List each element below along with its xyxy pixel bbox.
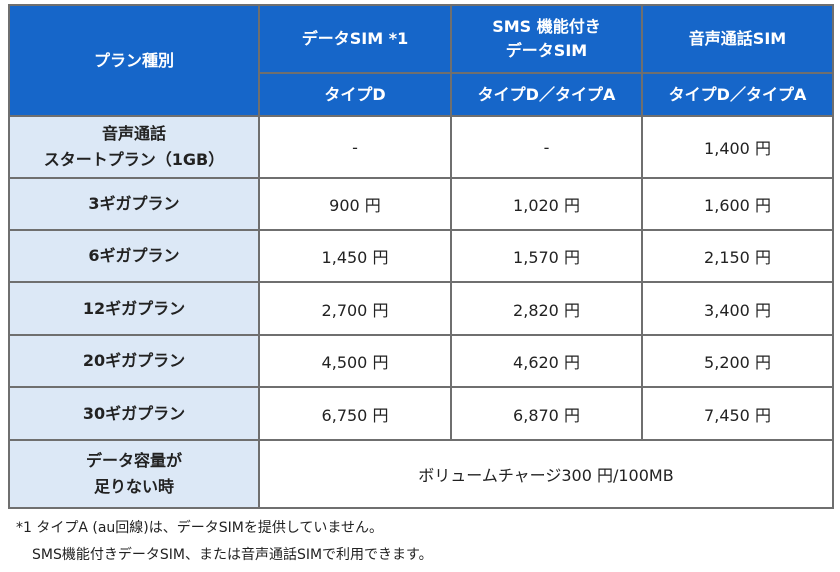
voice-sim-price: 3,400 円 [641, 281, 834, 336]
plan-label-line2: スタートプラン（1GB） [43, 150, 225, 169]
data-sim-price: 900 円 [258, 177, 452, 231]
data-sim-type: タイプD [258, 72, 452, 117]
plan-label-line1: 音声通話 [101, 124, 166, 143]
sms-data-sim-price: 1,020 円 [450, 177, 643, 231]
shortage-label: データ容量が 足りない時 [8, 439, 260, 509]
footnote-line2: SMS機能付きデータSIM、または音声通話SIMで利用できます。 [32, 547, 433, 563]
voice-sim-price: 1,600 円 [641, 177, 834, 231]
sms-data-sim-type: タイプD／タイプA [450, 72, 643, 117]
voice-sim-header: 音声通話SIM [641, 4, 834, 74]
table-row: 30ギガプラン 6,750 円 6,870 円 7,450 円 [8, 386, 834, 441]
sms-header-line1: SMS 機能付き [492, 17, 601, 36]
volume-charge: ボリュームチャージ300 円/100MB [258, 439, 834, 509]
table-row: 6ギガプラン 1,450 円 1,570 円 2,150 円 [8, 229, 834, 283]
table-row: 12ギガプラン 2,700 円 2,820 円 3,400 円 [8, 281, 834, 336]
sms-header-line2: データSIM [505, 41, 588, 60]
plan-label: 音声通話 スタートプラン（1GB） [8, 115, 260, 179]
table-row: 20ギガプラン 4,500 円 4,620 円 5,200 円 [8, 334, 834, 388]
plan-label: 12ギガプラン [8, 281, 260, 336]
sms-data-sim-price: 2,820 円 [450, 281, 643, 336]
voice-sim-header-text: 音声通話SIM [688, 29, 787, 48]
data-sim-price: 1,450 円 [258, 229, 452, 283]
table-row: 3ギガプラン 900 円 1,020 円 1,600 円 [8, 177, 834, 231]
voice-sim-price: 2,150 円 [641, 229, 834, 283]
sms-data-sim-price: 4,620 円 [450, 334, 643, 388]
data-sim-header: データSIM *1 [258, 4, 452, 74]
table-row: 音声通話 スタートプラン（1GB） - - 1,400 円 [8, 115, 834, 179]
data-sim-price: - [258, 115, 452, 179]
data-sim-price: 4,500 円 [258, 334, 452, 388]
footnote-line1: *1 タイプA (au回線)は、データSIMを提供していません。 [16, 520, 384, 536]
sms-data-sim-header: SMS 機能付き データSIM [450, 4, 643, 74]
data-sim-price: 2,700 円 [258, 281, 452, 336]
plan-price-table: プラン種別 データSIM *1 SMS 機能付き データSIM 音声通話SIM … [8, 4, 834, 509]
voice-sim-price: 5,200 円 [641, 334, 834, 388]
plan-type-header-text: プラン種別 [93, 50, 174, 70]
table-row: データ容量が 足りない時 ボリュームチャージ300 円/100MB [8, 439, 834, 509]
plan-label: 30ギガプラン [8, 386, 260, 441]
plan-label: 3ギガプラン [8, 177, 260, 231]
sms-data-sim-price: - [450, 115, 643, 179]
voice-sim-type: タイプD／タイプA [641, 72, 834, 117]
data-sim-header-text: データSIM *1 [301, 29, 409, 48]
plan-label: 6ギガプラン [8, 229, 260, 283]
plan-type-header: プラン種別 [8, 4, 260, 117]
sms-data-sim-price: 6,870 円 [450, 386, 643, 441]
data-sim-price: 6,750 円 [258, 386, 452, 441]
shortage-label-line1: データ容量が [85, 451, 182, 470]
sms-data-sim-price: 1,570 円 [450, 229, 643, 283]
voice-sim-price: 7,450 円 [641, 386, 834, 441]
shortage-label-line2: 足りない時 [93, 477, 174, 496]
voice-sim-price: 1,400 円 [641, 115, 834, 179]
plan-label: 20ギガプラン [8, 334, 260, 388]
